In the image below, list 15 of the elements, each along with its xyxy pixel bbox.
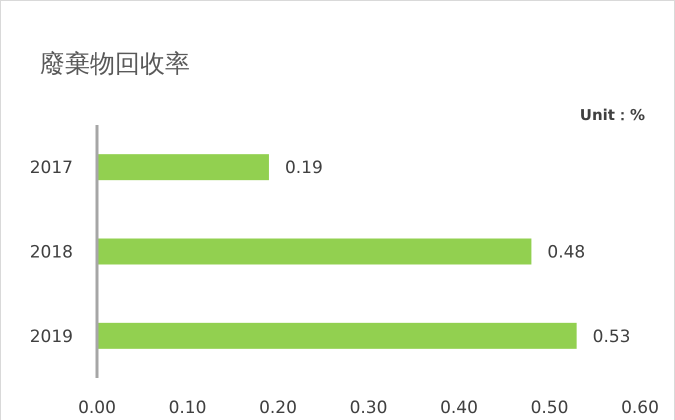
x-tick-label: 0.30 xyxy=(350,398,388,418)
x-tick-label: 0.10 xyxy=(168,398,206,418)
x-tick-label: 0.60 xyxy=(621,398,659,418)
chart-title: 廢棄物回收率 xyxy=(40,49,190,78)
data-label: 0.53 xyxy=(592,326,631,347)
x-tick-label: 0.00 xyxy=(78,398,116,418)
y-tick-label: 2019 xyxy=(30,326,73,347)
y-tick-label: 2018 xyxy=(30,242,73,262)
x-tick-label: 0.50 xyxy=(530,398,568,418)
y-tick-label: 2017 xyxy=(30,158,73,178)
data-label: 0.48 xyxy=(547,242,586,262)
data-label: 0.19 xyxy=(284,158,323,178)
x-tick-label: 0.40 xyxy=(440,398,478,418)
x-tick-label: 0.20 xyxy=(259,398,297,418)
text: Unit：% xyxy=(580,106,645,124)
